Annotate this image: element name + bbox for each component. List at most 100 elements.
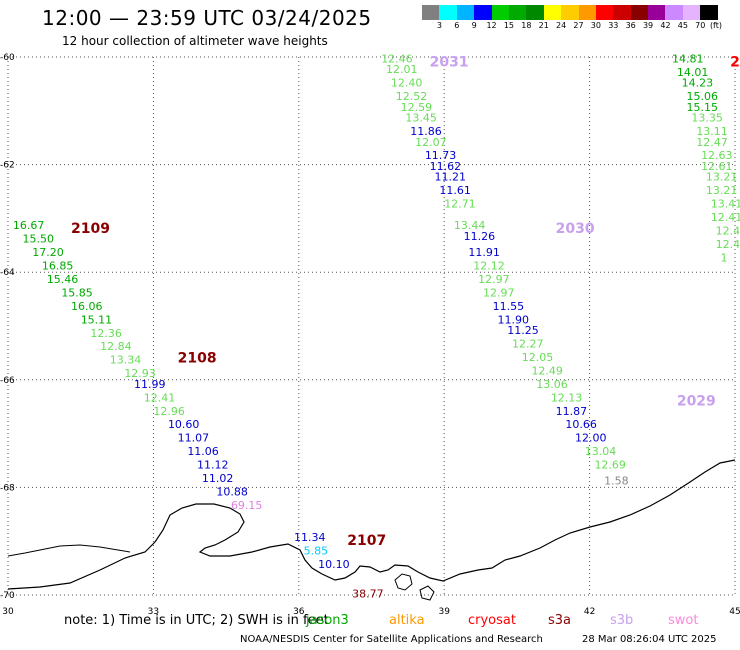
pass-number-label: 2108 [178,350,217,366]
colorbar-swatch [700,5,718,20]
longitude-tick-label: 45 [729,607,740,617]
wave-height-value: 12.00 [575,432,607,445]
wave-height-value: 11.07 [178,432,210,445]
longitude-tick-label: 39 [438,607,450,617]
wave-height-value: 11.34 [294,531,326,544]
latitude-tick-label: -60 [0,53,15,63]
colorbar-swatch [613,5,631,20]
wave-height-value: 11.21 [435,171,467,184]
wave-height-value: 11.91 [468,246,500,259]
wave-height-value: 17.20 [32,246,64,259]
longitude-tick-label: 30 [2,607,14,617]
wave-height-value: 13.11 [696,125,728,138]
wave-height-value: 11.62 [430,160,462,173]
wave-height-value: 13.21 [706,171,738,184]
wave-height-value: 11.06 [187,445,219,458]
wave-height-value: 5.85 [304,545,329,558]
wave-height-value: 11.25 [507,324,539,337]
wave-height-value: 13.06 [536,378,568,391]
pass-number-label: 2031 [430,54,469,70]
legend-item-s3b: s3b [610,613,634,628]
page-title: 12:00 — 23:59 UTC 03/24/2025 [42,6,372,30]
colorbar-label: 42 [660,21,671,30]
colorbar-swatch [422,5,440,20]
footer-timestamp: 28 Mar 08:26:04 UTC 2025 [582,634,717,645]
pass-number-label: 2029 [677,393,716,409]
coast-island [394,573,413,591]
colorbar-swatch [595,5,614,20]
colorbar-label: 39 [642,21,654,30]
wave-height-points: 12.4612.0112.4012.5212.5913.4511.8612.07… [13,52,740,600]
note-text: note: 1) Time is in UTC; 2) SWH is in fe… [64,613,329,628]
latitude-tick-label: -68 [0,483,15,493]
wave-height-value: 12.63 [701,149,733,162]
longitude-tick-label: 33 [148,607,159,617]
wave-height-value: 16.85 [42,260,74,273]
colorbar-swatch [526,5,544,20]
wave-height-value: 13.04 [585,445,617,458]
wave-height-value: 12.12 [473,260,505,273]
colorbar-label: 12 [486,21,497,30]
coast-island [419,585,435,601]
colorbar-label: 27 [573,21,584,30]
latitude-tick-label: -62 [0,161,15,171]
legend-item-cryosat: cryosat [468,613,516,628]
wave-height-value: 12.41 [716,238,740,251]
wave-height-value: 11.55 [493,300,524,313]
wave-height-value: 13.35 [691,112,723,125]
colorbar-label: 18 [521,21,532,30]
wave-height-value: 12.97 [478,273,510,286]
wave-height-value: 1.58 [604,475,629,488]
colorbar-swatch [508,5,527,20]
wave-height-value: 12.05 [522,351,554,364]
colorbar-swatch [456,5,475,20]
wave-height-value: 12.97 [483,286,515,299]
wave-height-value: 15.15 [687,101,719,114]
colorbar-swatch [439,5,457,20]
pass-number-label: 2109 [71,221,110,237]
wave-height-value: 13.21 [706,184,738,197]
colorbar-label: 70 [695,21,706,30]
colorbar-label: 30 [590,21,601,30]
wave-height-value: 69.15 [231,499,262,512]
colorbar [422,5,718,20]
colorbar-swatch [561,5,579,20]
colorbar-label: 15 [503,21,515,30]
colorbar-label: 24 [556,21,567,30]
wave-height-value: 14.23 [682,77,714,90]
wave-height-value: 12.84 [100,340,132,353]
colorbar-swatch [543,5,562,20]
wave-height-value: 12.13 [551,391,583,404]
wave-height-value: 11.99 [134,378,166,391]
wave-height-value: 12.96 [153,405,185,418]
wave-height-value: 15.85 [61,286,93,299]
wave-height-value: 11.26 [464,230,496,243]
colorbar-swatch [474,5,492,20]
colorbar-label: 6 [454,21,460,30]
wave-height-value: 11.86 [410,125,442,138]
wave-height-value: 15.11 [81,313,113,326]
wave-height-value: 12.36 [90,327,122,340]
longitude-tick-label: 42 [584,607,595,617]
wave-height-value: 11.90 [498,313,529,326]
pass-number-label: 2107 [347,533,386,549]
wave-height-value: 13.34 [110,354,142,367]
wave-height-value: 12.40 [391,77,423,90]
latitude-tick-label: -66 [0,376,15,386]
wave-height-value: 12.49 [531,364,563,377]
colorbar-label: 9 [471,21,477,30]
colorbar-swatch [578,5,596,20]
wave-height-value: 14.81 [672,52,704,65]
wave-height-value: 12.61 [701,160,733,173]
wave-height-value: 12.41 [711,211,740,224]
wave-height-value: 12.41 [144,391,176,404]
colorbar-label: 3 [436,21,442,30]
pass-number-label: 2 [730,54,740,70]
coast-island [7,544,131,557]
legend-item-altika: altika [389,613,425,628]
wave-height-value: 11.87 [556,405,588,418]
wave-height-value: 16.06 [71,300,103,313]
wave-height-value: 11.61 [439,184,471,197]
colorbar-swatch [665,5,683,20]
